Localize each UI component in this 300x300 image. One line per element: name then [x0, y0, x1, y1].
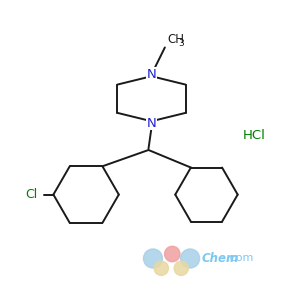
Circle shape	[165, 246, 180, 262]
Text: Cl: Cl	[25, 188, 37, 201]
Text: 3: 3	[178, 39, 184, 48]
Text: N: N	[147, 117, 156, 130]
Circle shape	[181, 249, 200, 268]
Text: Chem: Chem	[202, 252, 239, 265]
Text: CH: CH	[167, 33, 184, 46]
Circle shape	[174, 261, 188, 275]
Text: HCl: HCl	[243, 129, 266, 142]
Text: .com: .com	[226, 254, 254, 263]
Text: N: N	[147, 68, 156, 81]
Circle shape	[154, 261, 168, 275]
Circle shape	[143, 249, 163, 268]
